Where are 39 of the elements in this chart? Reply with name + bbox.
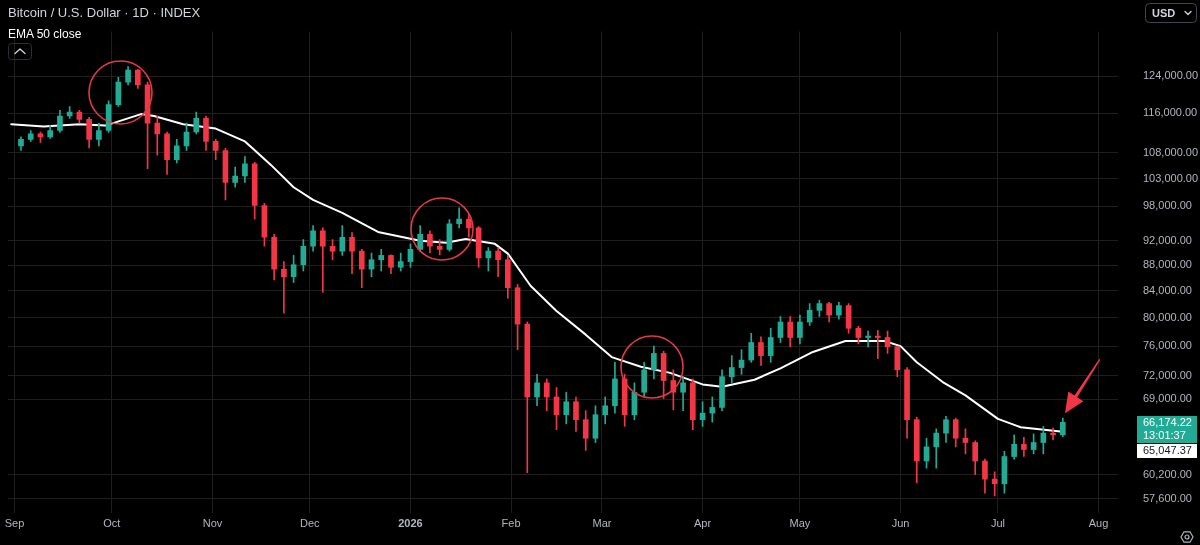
chart-title: Bitcoin / U.S. Dollar · 1D · INDEX	[8, 5, 201, 21]
text: 65,047.37	[1143, 444, 1192, 457]
x-tick-label: Jul	[990, 517, 1005, 530]
y-tick-label: 72,000.00	[1143, 368, 1192, 381]
y-tick-label: 103,000.00	[1143, 171, 1199, 184]
y-tick-label: 84,000.00	[1143, 284, 1192, 297]
y-tick-label: 116,000.00	[1143, 106, 1198, 119]
text: EMA 50 close	[8, 27, 82, 41]
y-tick-label: 88,000.00	[1143, 258, 1192, 271]
y-tick-label: 80,000.00	[1143, 310, 1192, 323]
y-axis-title: USD	[1152, 6, 1176, 20]
candlestick	[709, 396, 716, 423]
candlestick	[378, 248, 385, 272]
text: 13:01:37	[1143, 429, 1186, 442]
y-tick-label: 76,000.00	[1143, 339, 1192, 352]
x-tick-label: May	[789, 517, 811, 530]
y-tick-label: 69,000.00	[1143, 392, 1192, 405]
x-tick-label: Feb	[501, 517, 521, 530]
candlestick	[865, 330, 871, 348]
candlestick	[875, 330, 881, 359]
y-tick-label: 98,000.00	[1143, 199, 1192, 212]
x-tick-label: Mar	[592, 517, 612, 530]
x-tick-label: Aug	[1088, 517, 1109, 530]
y-tick-label: 57,600.00	[1143, 491, 1192, 504]
x-tick-label: Apr	[694, 517, 712, 530]
x-tick-label: Jun	[891, 517, 910, 530]
x-tick-label: Dec	[300, 517, 321, 530]
candlestick	[1050, 427, 1056, 441]
y-tick-label: 92,000.00	[1143, 233, 1192, 246]
candlestick	[456, 207, 462, 229]
x-tick-label: Oct	[103, 517, 121, 530]
y-tick-label: 108,000.00	[1143, 145, 1199, 158]
x-tick-label: 2026	[398, 517, 423, 530]
candlestick	[281, 261, 287, 314]
y-tick-label: 60,200.00	[1143, 467, 1192, 480]
y-tick-label: 124,000.00	[1143, 69, 1199, 82]
x-tick-label: Nov	[202, 517, 223, 530]
x-tick-label: Sep	[4, 517, 25, 530]
text: 66,174.22	[1143, 416, 1192, 429]
